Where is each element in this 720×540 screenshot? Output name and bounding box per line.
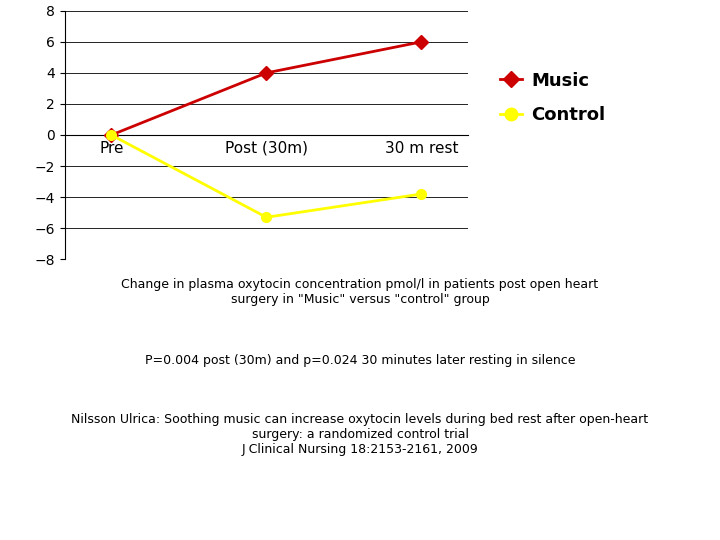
Text: Nilsson Ulrica: Soothing music can increase oxytocin levels during bed rest afte: Nilsson Ulrica: Soothing music can incre… [71,413,649,456]
Legend: Music, Control: Music, Control [493,64,613,131]
Text: P=0.004 post (30m) and p=0.024 30 minutes later resting in silence: P=0.004 post (30m) and p=0.024 30 minute… [145,354,575,367]
Text: Change in plasma oxytocin concentration pmol/l in patients post open heart
surge: Change in plasma oxytocin concentration … [122,278,598,306]
